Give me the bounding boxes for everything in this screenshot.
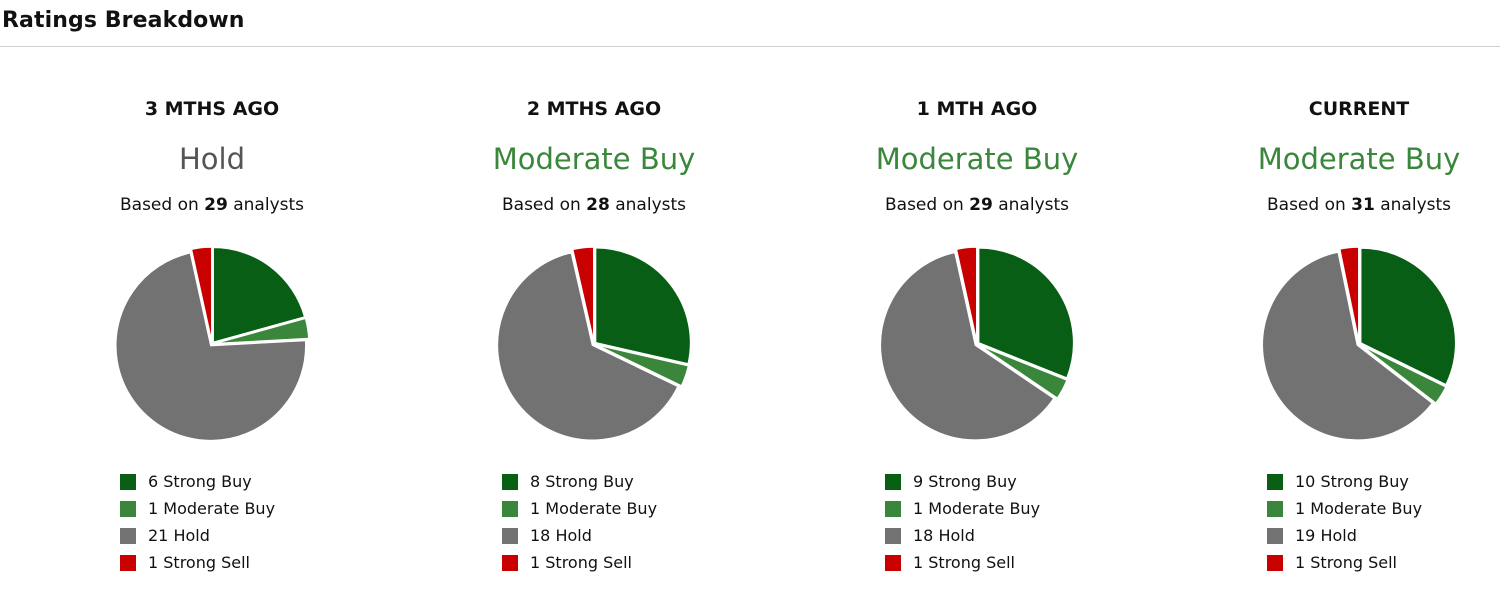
pie-slice-strong-buy[interactable] bbox=[1359, 247, 1457, 386]
based-suffix: analysts bbox=[1374, 195, 1452, 215]
page-title: Ratings Breakdown bbox=[2, 8, 245, 33]
legend-label: 9 Strong Buy bbox=[913, 472, 1017, 491]
pie-slice-strong-buy[interactable] bbox=[212, 246, 306, 344]
legend-label: 1 Strong Sell bbox=[1295, 553, 1397, 572]
analyst-count: 29 bbox=[969, 195, 993, 215]
legend-swatch bbox=[885, 474, 901, 490]
legend-swatch bbox=[1267, 528, 1283, 544]
consensus-rating: Hold bbox=[178, 142, 245, 176]
legend-label: 18 Hold bbox=[530, 526, 592, 545]
analyst-count: 29 bbox=[204, 195, 228, 215]
legend-swatch bbox=[120, 555, 136, 571]
analyst-count-text: Based on 31 analysts bbox=[1229, 195, 1489, 215]
period-title: 1 MTH AGO bbox=[916, 98, 1038, 120]
legend-swatch bbox=[1267, 555, 1283, 571]
legend-swatch bbox=[1267, 474, 1283, 490]
based-prefix: Based on bbox=[501, 195, 587, 215]
consensus-rating: Moderate Buy bbox=[875, 142, 1079, 176]
analyst-count-text: Based on 29 analysts bbox=[847, 195, 1107, 215]
pie-slice-hold[interactable] bbox=[115, 252, 307, 442]
analyst-count-text: Based on 29 analysts bbox=[82, 195, 342, 215]
pie-slice-moderate-buy[interactable] bbox=[978, 344, 1068, 399]
legend-label: 1 Strong Sell bbox=[530, 553, 632, 572]
ratings-pie-chart bbox=[879, 246, 1075, 441]
pie-slice-hold[interactable] bbox=[879, 251, 1055, 441]
legend-swatch bbox=[1267, 501, 1283, 517]
legend-swatch bbox=[120, 501, 136, 517]
period-title: 3 MTHS AGO bbox=[144, 98, 280, 120]
legend-swatch bbox=[120, 474, 136, 490]
consensus-rating: Moderate Buy bbox=[492, 142, 696, 176]
legend-swatch bbox=[885, 555, 901, 571]
legend-label: 10 Strong Buy bbox=[1295, 472, 1409, 491]
legend-swatch bbox=[502, 501, 518, 517]
pie-slice-moderate-buy[interactable] bbox=[1359, 344, 1447, 404]
legend-swatch bbox=[885, 501, 901, 517]
based-prefix: Based on bbox=[119, 195, 205, 215]
pie-slice-strong-buy[interactable] bbox=[594, 247, 692, 365]
pie-slice-moderate-buy[interactable] bbox=[213, 317, 310, 345]
legend-label: 1 Strong Sell bbox=[148, 553, 250, 572]
analyst-count-text: Based on 28 analysts bbox=[464, 195, 724, 215]
analyst-count: 28 bbox=[586, 195, 610, 215]
legend-label: 21 Hold bbox=[148, 526, 210, 545]
pie-slice-hold[interactable] bbox=[1261, 251, 1434, 441]
legend-label: 1 Moderate Buy bbox=[913, 499, 1041, 518]
legend-label: 1 Moderate Buy bbox=[1295, 499, 1423, 518]
analyst-count: 31 bbox=[1351, 195, 1375, 215]
legend-label: 19 Hold bbox=[1295, 526, 1357, 545]
legend-label: 18 Hold bbox=[913, 526, 975, 545]
legend-swatch bbox=[502, 555, 518, 571]
period-title: 2 MTHS AGO bbox=[526, 98, 662, 120]
period-title: CURRENT bbox=[1308, 98, 1410, 120]
legend-label: 1 Moderate Buy bbox=[148, 499, 276, 518]
pie-slice-strong-buy[interactable] bbox=[977, 247, 1075, 379]
pie-slice-strong-sell[interactable] bbox=[955, 246, 978, 343]
ratings-pie-chart bbox=[1261, 246, 1457, 441]
pie-slice-strong-sell[interactable] bbox=[571, 246, 595, 343]
legend-label: 1 Strong Sell bbox=[913, 553, 1015, 572]
pie-slice-hold[interactable] bbox=[496, 251, 679, 441]
ratings-pie-chart bbox=[496, 246, 692, 441]
ratings-pie-chart bbox=[115, 246, 310, 442]
legend-swatch bbox=[885, 528, 901, 544]
based-prefix: Based on bbox=[1266, 195, 1352, 215]
pie-slice-strong-sell[interactable] bbox=[190, 246, 213, 343]
legend-label: 1 Moderate Buy bbox=[530, 499, 658, 518]
based-prefix: Based on bbox=[884, 195, 970, 215]
legend-swatch bbox=[502, 528, 518, 544]
consensus-rating: Moderate Buy bbox=[1257, 142, 1461, 176]
based-suffix: analysts bbox=[992, 195, 1070, 215]
based-suffix: analysts bbox=[609, 195, 687, 215]
pie-slice-strong-sell[interactable] bbox=[1338, 246, 1360, 343]
legend-swatch bbox=[502, 474, 518, 490]
legend-swatch bbox=[120, 528, 136, 544]
based-suffix: analysts bbox=[227, 195, 305, 215]
pie-slice-moderate-buy[interactable] bbox=[595, 343, 690, 387]
legend-label: 8 Strong Buy bbox=[530, 472, 634, 491]
legend-label: 6 Strong Buy bbox=[148, 472, 252, 491]
section-header: Ratings Breakdown bbox=[0, 0, 1500, 47]
